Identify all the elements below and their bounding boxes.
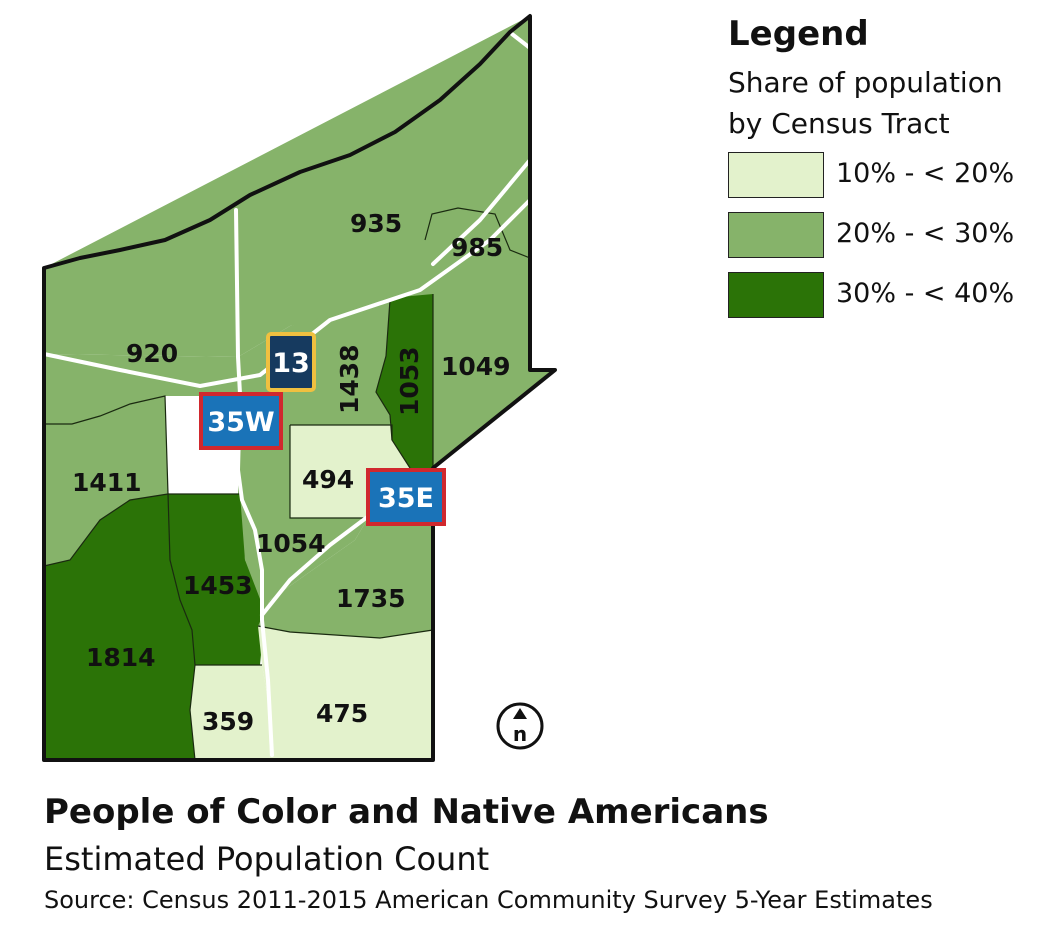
legend-label-30-40: 30% - < 40% <box>836 278 1015 309</box>
tract-label-1049: 1049 <box>441 352 511 381</box>
tract-494[interactable] <box>290 425 410 518</box>
tract-985[interactable] <box>425 208 530 275</box>
north-arrow-letter: n <box>513 722 527 746</box>
tract-label-920: 920 <box>126 339 178 368</box>
road-35e <box>431 158 532 266</box>
legend-label-20-30: 20% - < 30% <box>836 218 1015 249</box>
hwy13-shield: 13 <box>266 332 316 392</box>
tract-label-1438: 1438 <box>335 344 364 414</box>
tract-label-1411: 1411 <box>72 468 142 497</box>
legend-swatch-10-20 <box>728 152 824 198</box>
tract-1049[interactable] <box>433 275 555 468</box>
tract-475[interactable] <box>258 626 433 760</box>
tract-label-494: 494 <box>302 465 354 494</box>
tract-1814[interactable] <box>44 494 195 760</box>
north-arrow-icon: n <box>496 702 544 750</box>
tract-1411[interactable] <box>44 396 168 566</box>
tract-1053[interactable] <box>376 294 433 468</box>
i35e-shield: 35E <box>366 468 446 526</box>
legend-swatch-30-40 <box>728 272 824 318</box>
map-source: Source: Census 2011-2015 American Commun… <box>44 886 933 914</box>
map-title: People of Color and Native Americans <box>44 792 769 832</box>
tract-1054[interactable] <box>238 394 368 626</box>
i35w-shield: 35W <box>199 392 283 450</box>
tract-label-1814: 1814 <box>86 643 156 672</box>
i35w-label: 35W <box>207 407 274 438</box>
legend-title: Legend <box>728 14 869 54</box>
tract-borders <box>43 207 531 761</box>
tract-359[interactable] <box>190 665 270 760</box>
tract-label-985: 985 <box>451 233 503 262</box>
tract-label-1453: 1453 <box>183 571 253 600</box>
legend-subtitle: Share of population by Census Tract <box>728 66 1003 140</box>
tract-label-935: 935 <box>350 209 402 238</box>
tract-1453[interactable] <box>168 494 265 665</box>
tract-935[interactable] <box>44 16 530 357</box>
i35e-label: 35E <box>378 483 434 514</box>
road-35w <box>236 392 274 757</box>
tract-label-1735: 1735 <box>336 584 406 613</box>
road-top-corner <box>510 32 532 50</box>
road-35w-north <box>234 208 242 396</box>
census-tract-map: 935 985 920 1438 1053 1049 1411 494 1054… <box>42 14 557 762</box>
tract-label-1054: 1054 <box>256 529 326 558</box>
tract-1735[interactable] <box>258 518 433 638</box>
legend-label-10-20: 10% - < 20% <box>836 158 1015 189</box>
map-subtitle: Estimated Population Count <box>44 840 490 878</box>
tract-labels: 935 985 920 1438 1053 1049 1411 494 1054… <box>72 209 511 736</box>
tract-label-1053: 1053 <box>395 346 424 416</box>
hwy13-label: 13 <box>272 348 310 379</box>
tract-label-475: 475 <box>316 699 368 728</box>
tract-920[interactable] <box>44 354 238 424</box>
legend-swatch-20-30 <box>728 212 824 258</box>
tract-label-359: 359 <box>202 707 254 736</box>
